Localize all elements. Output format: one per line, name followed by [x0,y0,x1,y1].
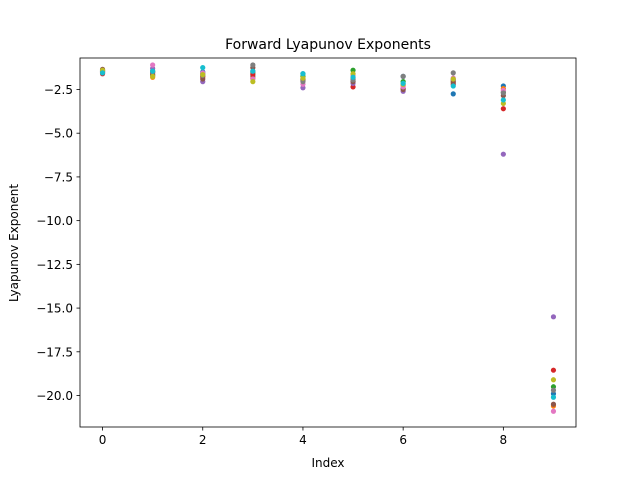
plot-area: 0 2 4 6 8 −2.5 −5.0 −7.5 −10.0 −12.5 −15.0 −17.5 −20… [36,57,577,447]
data-point [150,68,156,74]
y-tick-label: −10.0 [36,214,73,228]
data-point [250,68,256,74]
data-point [550,314,557,320]
data-point [500,151,506,157]
y-axis-label: Lyapunov Exponent [7,184,21,302]
y-tick-label: −7.5 [44,170,73,184]
data-point [550,408,557,414]
data-point [350,74,356,80]
x-tick-label: 0 [99,433,107,447]
y-tick-label: −17.5 [36,345,73,359]
data-point [250,79,256,85]
data-point [500,106,506,112]
data-point [550,394,557,400]
data-point [400,80,406,86]
x-tick-label: 6 [399,433,407,447]
data-point [550,387,557,393]
x-tick-label: 2 [199,433,207,447]
data-point [550,367,557,373]
y-tick-label: −12.5 [36,258,73,272]
data-point [450,91,456,97]
y-tick-label: −2.5 [44,83,73,97]
plot-frame [79,57,577,428]
y-tick-label: −5.0 [44,127,73,141]
data-point [550,377,557,383]
data-point [550,401,557,407]
data-point [500,90,506,96]
data-point [400,73,406,79]
data-point [99,70,106,76]
x-tick-label: 4 [299,433,307,447]
data-point [150,73,156,79]
chart-title: Forward Lyapunov Exponents [225,37,431,53]
data-point [200,65,206,71]
y-tick-label: −20.0 [36,389,73,403]
data-point [150,62,156,68]
y-tick-label: −15.0 [36,302,73,316]
data-point [450,76,456,82]
data-point [450,70,456,76]
data-point [200,72,206,78]
data-point [450,83,456,89]
data-point [300,75,306,81]
data-point [250,62,256,68]
x-axis-label: Index [311,456,344,470]
data-point [300,71,306,77]
x-tick-label: 8 [500,433,508,447]
data-point [500,97,506,103]
